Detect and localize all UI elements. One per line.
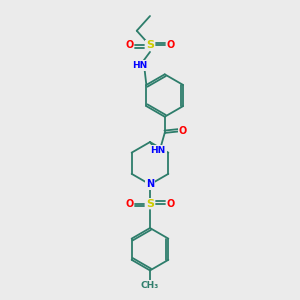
Text: O: O <box>125 40 134 50</box>
Text: O: O <box>179 126 187 136</box>
Text: N: N <box>146 179 154 190</box>
Text: O: O <box>167 199 175 208</box>
Text: O: O <box>167 40 175 50</box>
Text: O: O <box>125 199 134 208</box>
Text: HN: HN <box>132 61 147 70</box>
Text: S: S <box>146 199 154 208</box>
Text: CH₃: CH₃ <box>141 281 159 290</box>
Text: HN: HN <box>151 146 166 155</box>
Text: S: S <box>146 40 154 50</box>
